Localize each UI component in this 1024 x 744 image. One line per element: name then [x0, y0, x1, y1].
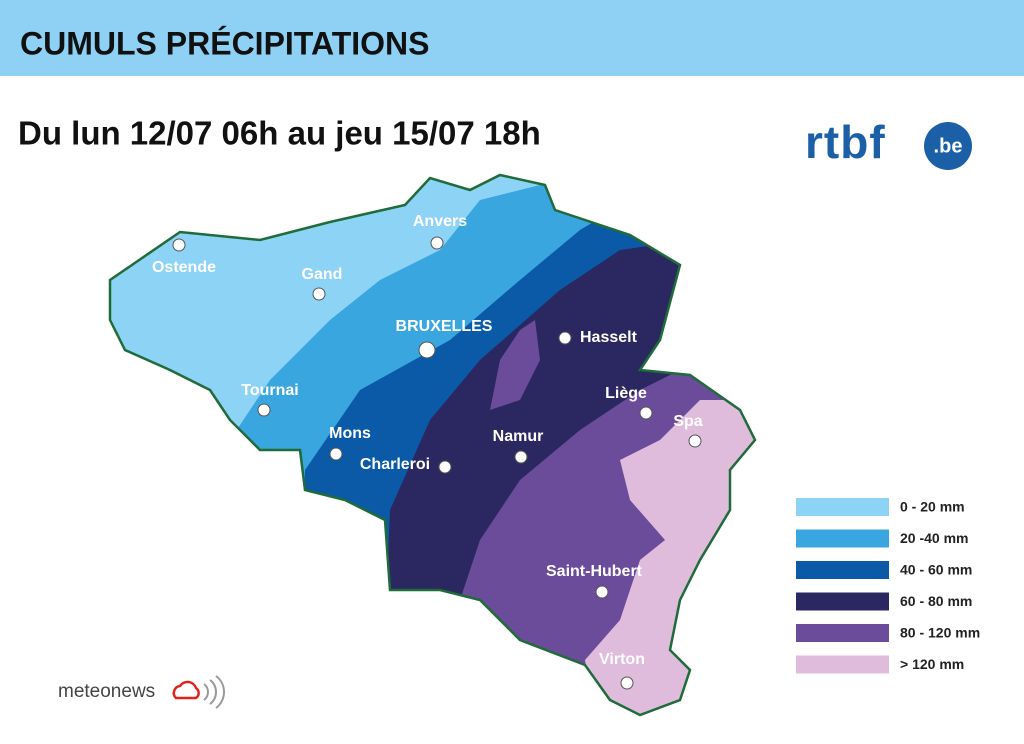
- meteonews-waves: [203, 675, 225, 709]
- city-label: Mons: [329, 425, 371, 442]
- city-dot: [558, 331, 572, 345]
- legend-label: 0 - 20 mm: [900, 499, 965, 515]
- legend-label: 20 -40 mm: [900, 530, 968, 546]
- city-label: BRUXELLES: [396, 318, 493, 335]
- city-dot: [172, 238, 186, 252]
- cities: Ostende Gand Anvers BRUXELLES Hasselt Tournai…: [152, 213, 703, 690]
- legend-label: 80 - 120 mm: [900, 625, 980, 641]
- rtbf-logo: rtbf: [805, 116, 886, 168]
- city-dot: [312, 287, 326, 301]
- rtbf-suffix: .be: [934, 135, 963, 157]
- legend-swatch: [796, 655, 889, 674]
- city-dot: [438, 460, 452, 474]
- city-dot: [257, 403, 271, 417]
- legend: 0 - 20 mm 20 -40 mm 40 - 60 mm 60 - 80 mm 80…: [796, 498, 980, 674]
- legend-swatch: [796, 498, 889, 516]
- city-dot: [418, 341, 436, 359]
- city-dot: [514, 450, 528, 464]
- subtitle: Du lun 12/07 06h au jeu 15/07 18h: [18, 115, 541, 152]
- city-dot: [688, 434, 702, 448]
- rtbf-circle: [924, 122, 972, 170]
- city-label: Hasselt: [580, 329, 638, 346]
- city-label: Virton: [599, 651, 645, 668]
- city-dot: [639, 406, 653, 420]
- city-label: Gand: [302, 266, 343, 283]
- legend-label: 60 - 80 mm: [900, 593, 972, 609]
- header-title: CUMULS PRÉCIPITATIONS: [20, 25, 429, 61]
- city-label: Spa: [673, 413, 702, 430]
- city-label: Liège: [605, 385, 647, 402]
- legend-swatch: [796, 592, 889, 611]
- city-label: Ostende: [152, 259, 216, 276]
- city-dot: [620, 676, 634, 690]
- border: [108, 173, 757, 717]
- header-band: [0, 0, 1024, 76]
- city-label: Charleroi: [360, 456, 430, 473]
- legend-swatch: [796, 561, 889, 579]
- legend-swatch: [796, 529, 889, 548]
- legend-label: 40 - 60 mm: [900, 562, 972, 578]
- zone: [490, 320, 540, 410]
- city-label: Anvers: [413, 213, 467, 230]
- meteonews-cloud: [172, 680, 200, 700]
- city-dot: [329, 447, 343, 461]
- city-label: Saint-Hubert: [546, 563, 643, 580]
- meteonews-logo: meteonews: [58, 681, 155, 702]
- city-dot: [595, 585, 609, 599]
- legend-label: > 120 mm: [900, 656, 964, 672]
- city-label: Tournai: [241, 382, 298, 399]
- legend-swatch: [796, 624, 889, 642]
- city-label: Namur: [493, 428, 544, 445]
- city-dot: [430, 236, 444, 250]
